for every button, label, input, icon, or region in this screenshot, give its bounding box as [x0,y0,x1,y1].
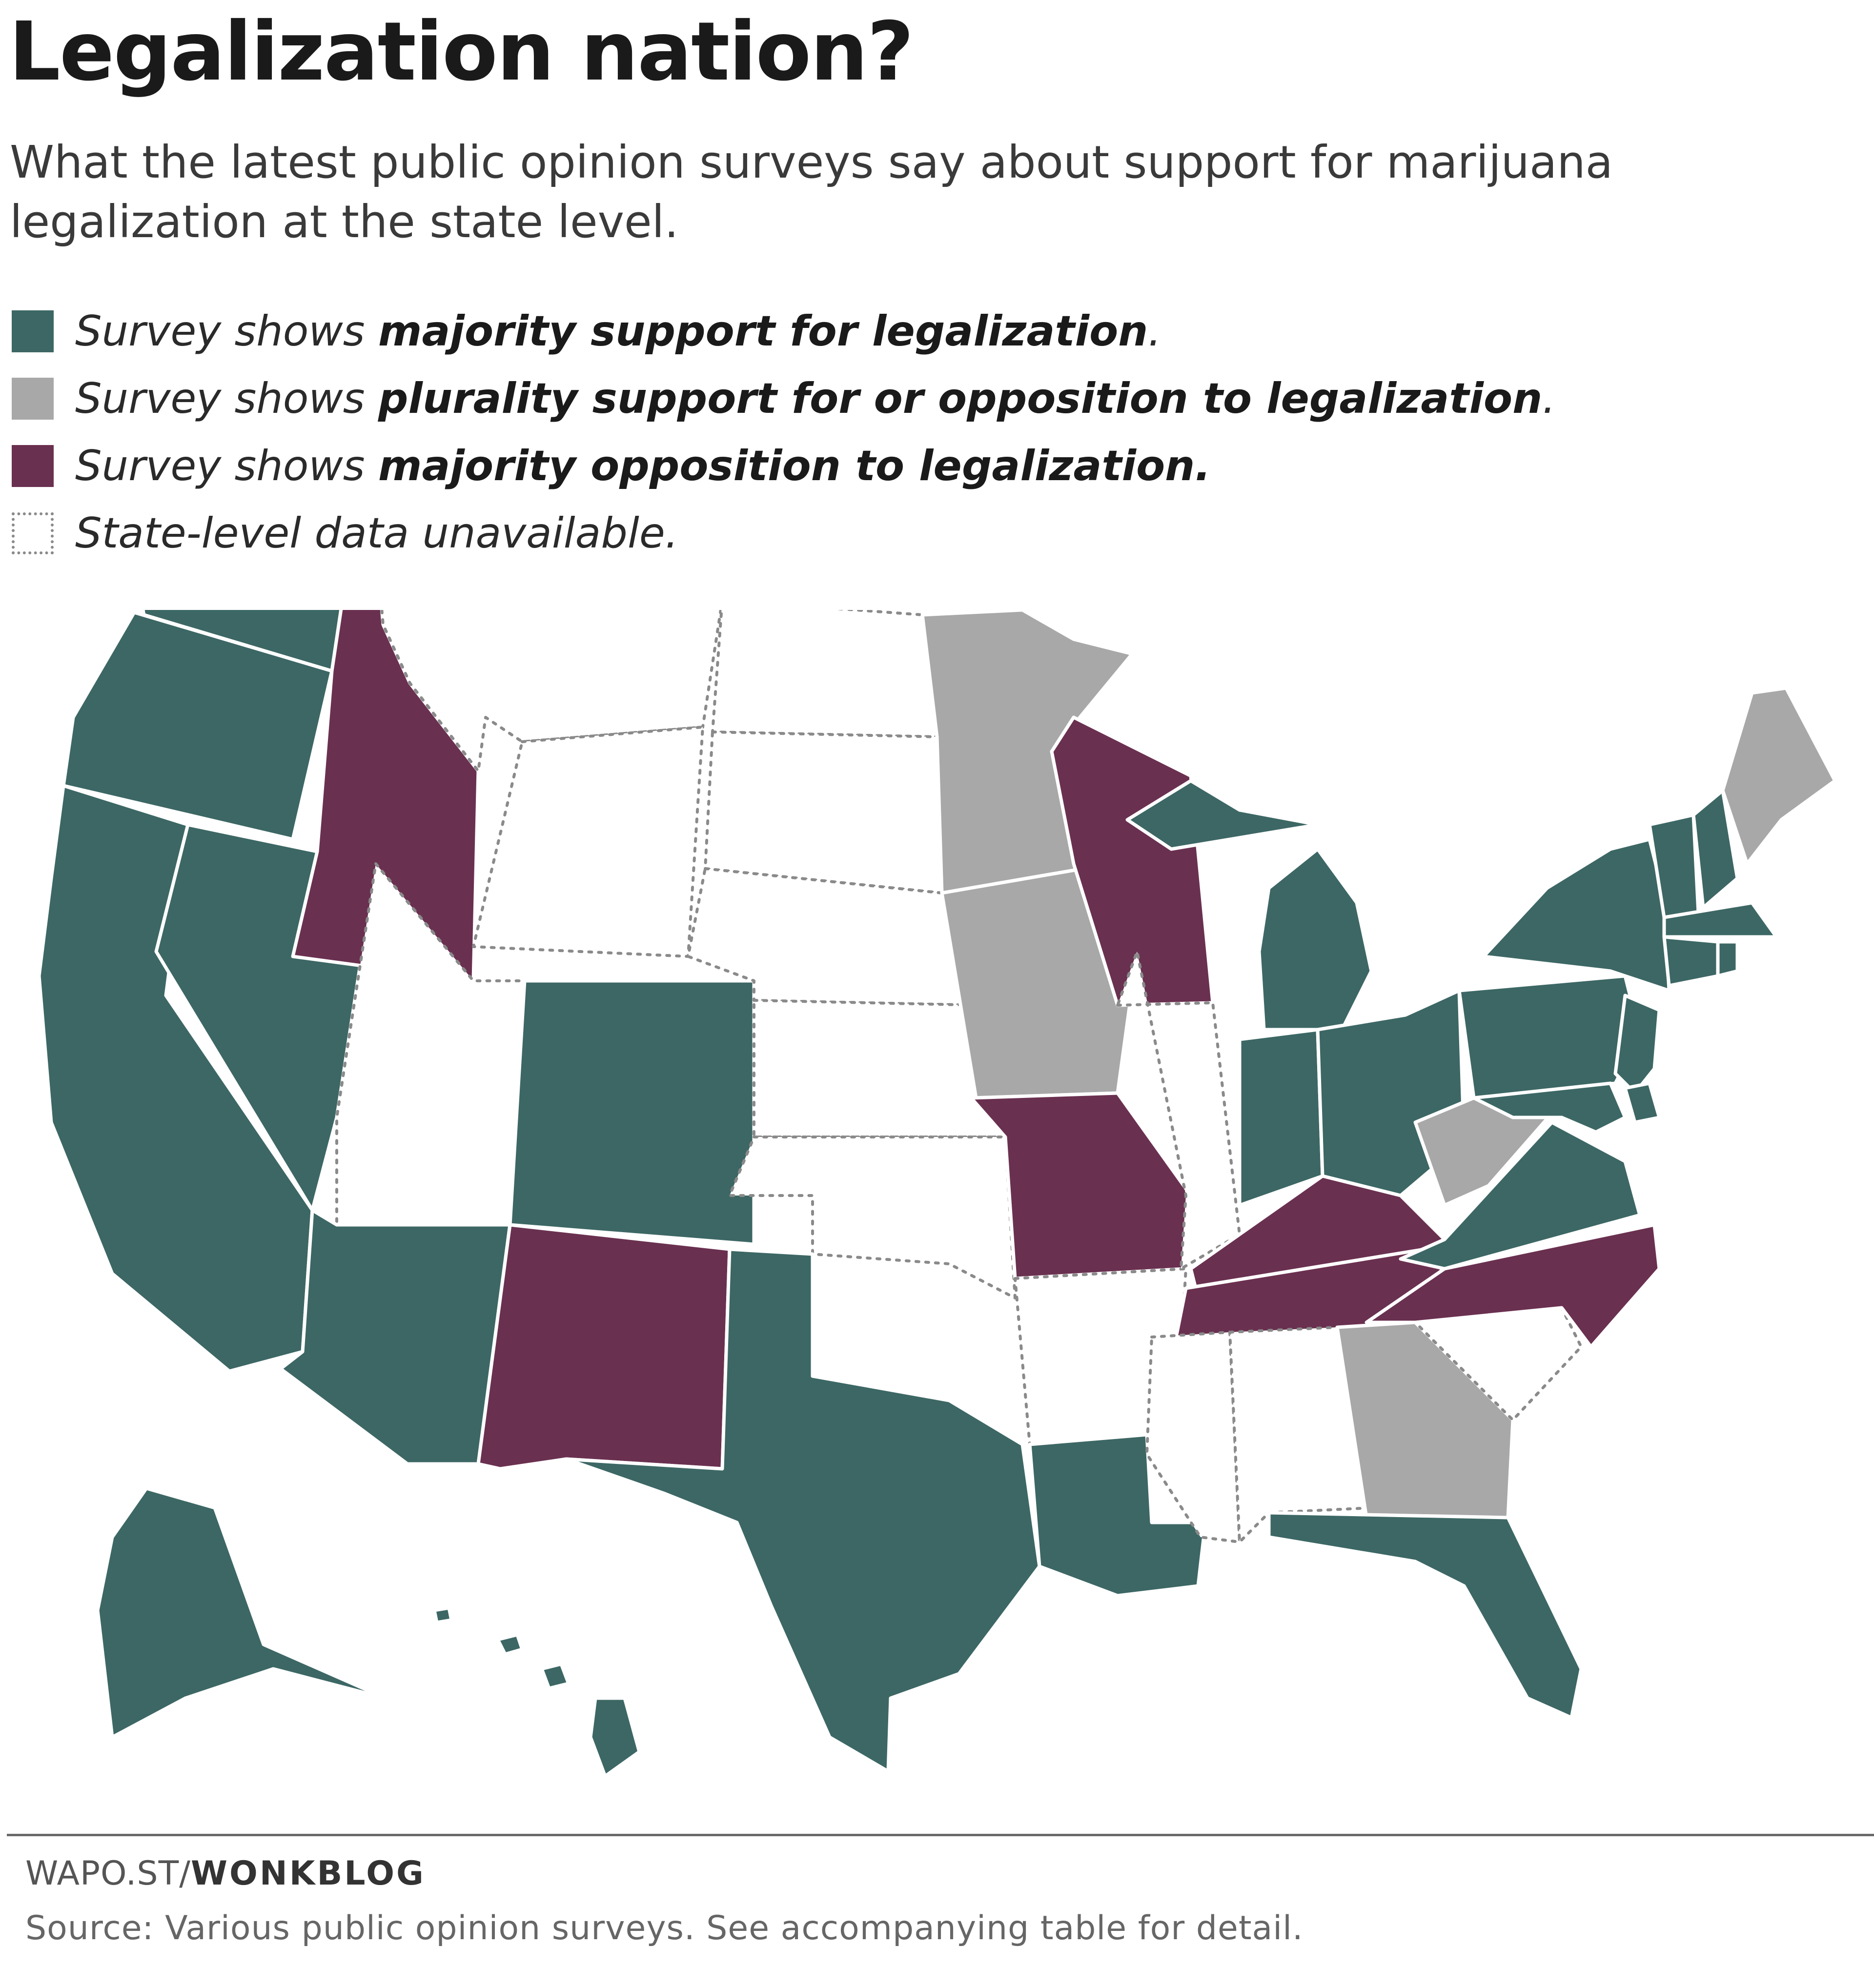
state-connecticut [1662,935,1720,988]
state-south-dakota [704,730,943,894]
state-florida [1267,1511,1583,1720]
state-montana [380,610,722,772]
state-new-jersey [1613,994,1661,1095]
state-pennsylvania [1457,974,1642,1100]
state-oregon [61,610,334,841]
state-michigan-upper [1125,779,1320,851]
state-oklahoma [728,1136,1017,1299]
legend-item-majority-opposition: Survey shows majority opposition to lega… [12,432,1556,500]
state-maine [1721,686,1837,866]
state-new-mexico [476,1223,732,1471]
us-state-map [37,610,1837,1778]
state-idaho [291,610,480,983]
state-arkansas [1014,1267,1187,1456]
state-michigan-lower [1257,847,1373,1032]
state-iowa [940,867,1139,1100]
legend-label-majority-opposition: Survey shows majority opposition to lega… [75,442,1211,490]
credit-url: WAPO.ST/ [25,1854,191,1893]
state-north-dakota [711,610,938,738]
state-delaware [1623,1081,1661,1124]
legend-label-majority-support: Survey shows majority support for legali… [75,307,1161,356]
state-hawaii-kauai [432,1606,453,1624]
state-alaska [96,1486,387,1739]
legend-label-unavailable: State-level data unavailable. [75,509,678,558]
legend-prefix: State-level data unavailable. [75,509,679,558]
legend-swatch-majority-support [12,310,54,352]
state-hawaii-oahu [496,1633,524,1656]
legend-prefix: Survey shows [75,442,378,490]
legend-label-plurality: Survey shows plurality support for or op… [75,374,1556,423]
state-new-hampshire [1691,789,1739,910]
state-massachusetts [1662,901,1778,939]
legend-prefix: Survey shows [75,374,378,423]
state-maryland [1472,1081,1627,1134]
footer-divider [7,1834,1874,1836]
legend-emphasis: plurality support for or opposition to l… [378,374,1543,423]
legend-suffix: . [1542,374,1556,423]
state-arizona [279,1208,512,1466]
state-mississippi [1145,1331,1241,1543]
legend-item-plurality: Survey shows plurality support for or op… [12,365,1556,432]
legend-emphasis: majority opposition to legalization. [378,442,1211,490]
source-line: Source: Various public opinion surveys. … [25,1909,1304,1947]
state-virginia [1399,1120,1642,1271]
state-alabama [1228,1326,1373,1543]
state-north-carolina [1365,1223,1661,1349]
legend: Survey shows majority support for legali… [12,298,1556,567]
legend-item-majority-support: Survey shows majority support for legali… [12,298,1556,365]
credit-brand: WONKBLOG [191,1854,426,1893]
legend-swatch-plurality [12,378,54,420]
state-washington [141,610,343,673]
page-title: Legalization nation? [9,5,914,99]
legend-suffix: . [1148,307,1161,356]
credit-line: WAPO.ST/WONKBLOG [25,1854,426,1893]
state-hawaii-maui [540,1662,570,1690]
state-shapes [37,610,1837,1778]
state-new-york [1482,837,1671,993]
state-rhode-island [1716,940,1739,978]
legend-swatch-unavailable [12,512,54,554]
state-wyoming [472,726,704,958]
legend-emphasis: majority support for legalization [378,307,1148,356]
legend-swatch-majority-opposition [12,445,54,487]
state-texas [564,1247,1041,1773]
page-subtitle: What the latest public opinion surveys s… [10,136,1613,248]
state-illinois [1116,950,1241,1270]
state-colorado [508,979,756,1246]
legend-item-unavailable: State-level data unavailable. [12,500,1556,567]
legend-prefix: Survey shows [75,307,378,356]
state-hawaii-big-island [589,1696,641,1778]
state-indiana [1238,1028,1324,1207]
